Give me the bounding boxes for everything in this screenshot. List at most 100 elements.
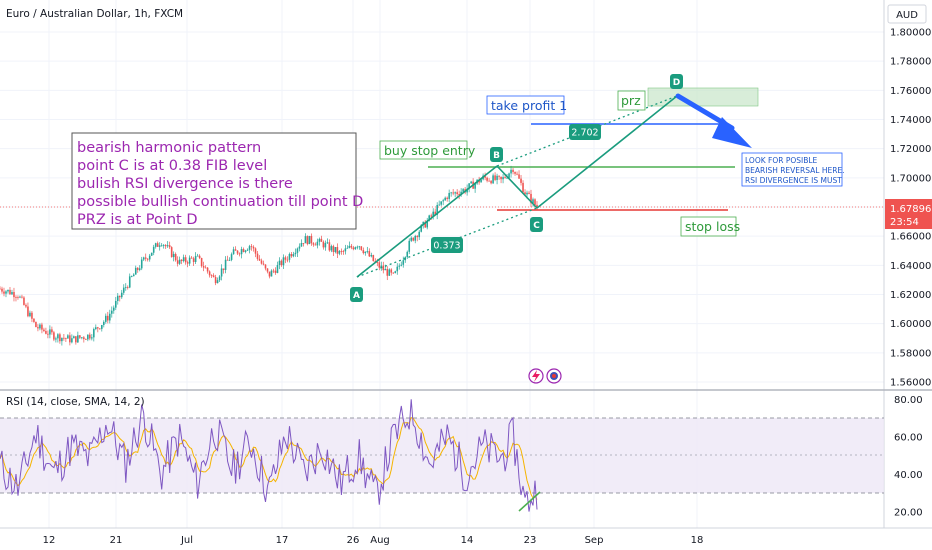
candle-body	[63, 337, 65, 339]
candle-body	[468, 183, 470, 189]
candle-body	[406, 251, 409, 258]
candle-body	[400, 264, 403, 266]
reversal-arrow-icon	[675, 93, 752, 148]
candle-body	[470, 181, 472, 184]
candle-body	[304, 236, 307, 244]
candle-body	[176, 260, 179, 264]
candle-body	[154, 243, 157, 247]
last-price-tag	[885, 199, 932, 229]
leg-ab	[356, 165, 498, 278]
time-tick-label: 21	[110, 535, 123, 546]
candle-body	[11, 292, 13, 295]
candle-body	[108, 313, 111, 321]
candle-body	[210, 275, 213, 277]
candle-body	[260, 260, 263, 264]
buy-stop-entry-box	[379, 140, 468, 160]
candle-body	[224, 259, 227, 270]
candle-body	[164, 245, 167, 247]
candle-body	[388, 269, 391, 276]
candle-body	[71, 338, 73, 343]
candle-body	[103, 321, 105, 326]
candle-body	[1, 288, 3, 292]
analysis-box	[71, 132, 357, 230]
point-a-marker	[350, 287, 363, 302]
ratio-bd-box	[569, 124, 601, 140]
candle-body	[142, 257, 145, 260]
candle-body	[178, 259, 181, 264]
candle-body	[140, 259, 143, 269]
candle-body	[234, 249, 237, 251]
candle-body	[124, 287, 127, 288]
take-profit-label: take profit 1	[491, 98, 567, 113]
candle-body	[384, 268, 387, 271]
time-tick-label: Jul	[180, 535, 193, 546]
candle-body	[332, 246, 335, 253]
candle-body	[490, 180, 492, 184]
reversal-note-box	[741, 152, 843, 187]
candle-body	[160, 245, 163, 247]
candle-body	[196, 255, 199, 257]
candle-body	[448, 192, 450, 199]
candle-body	[93, 329, 95, 338]
candle-body	[35, 321, 37, 328]
candle-body	[182, 257, 185, 262]
buy-stop-entry-label: buy stop entry	[384, 143, 476, 158]
candle-body	[536, 204, 538, 208]
candle-body	[128, 276, 131, 288]
candle-body	[230, 254, 233, 260]
candle-body	[484, 175, 486, 178]
candle-body	[148, 255, 151, 260]
candle-body	[7, 289, 9, 292]
candle-body	[518, 174, 520, 179]
candle-body	[354, 247, 357, 250]
candle-body	[144, 257, 147, 259]
ratio-bd-label: 2.702	[571, 128, 598, 139]
candle-body	[300, 243, 303, 247]
currency-box[interactable]	[887, 4, 927, 24]
prz-label: prz	[621, 93, 641, 108]
candle-body	[190, 257, 193, 259]
candle-body	[174, 253, 177, 261]
candle-body	[49, 329, 51, 335]
candle-body	[152, 246, 155, 253]
price-candles	[0, 165, 538, 346]
candle-body	[302, 243, 305, 244]
candle-body	[61, 337, 63, 342]
candle-body	[228, 259, 231, 261]
candle-body	[43, 329, 45, 331]
candle-body	[198, 255, 201, 258]
point-c-label: C	[533, 221, 540, 231]
candle-body	[180, 259, 183, 262]
candle-body	[496, 175, 498, 180]
rsi-axis[interactable]: 80.00 60.00 40.00 20.00	[894, 395, 923, 519]
candle-body	[320, 238, 323, 242]
candle-body	[282, 257, 285, 266]
candle-body	[264, 264, 267, 269]
candle-body	[37, 327, 39, 329]
candle-body	[326, 242, 329, 244]
candle-body	[440, 201, 442, 205]
candle-body	[256, 253, 259, 259]
candle-body	[31, 312, 33, 319]
candle-body	[362, 250, 365, 254]
lightning-icon[interactable]	[528, 368, 544, 384]
candle-body	[322, 241, 325, 248]
candle-body	[524, 192, 526, 195]
candle-body	[45, 330, 47, 334]
price-tick-label: 1.56000	[890, 378, 931, 389]
candle-body	[25, 304, 27, 307]
candle-body	[532, 199, 534, 204]
price-axis[interactable]: 1.80000 1.78000 1.76000 1.74000 1.72000 1.700…	[890, 28, 931, 389]
candle-body	[330, 246, 333, 251]
reversal-note-line-2: BEARISH REVERSAL HERE.	[745, 166, 845, 175]
time-axis[interactable]: 12 21 Jul 17 26 Aug 14 23 Sep 18	[43, 535, 704, 546]
economic-event-icon[interactable]	[546, 368, 562, 384]
price-tick-label: 1.80000	[890, 28, 931, 39]
candle-body	[512, 169, 514, 173]
candle-body	[398, 265, 401, 267]
candle-body	[81, 337, 83, 339]
rsi-legend[interactable]: RSI (14, close, SMA, 14, 2)	[6, 396, 145, 408]
candle-body	[360, 246, 363, 251]
analysis-line-4: possible bullish continuation till point…	[77, 194, 363, 210]
